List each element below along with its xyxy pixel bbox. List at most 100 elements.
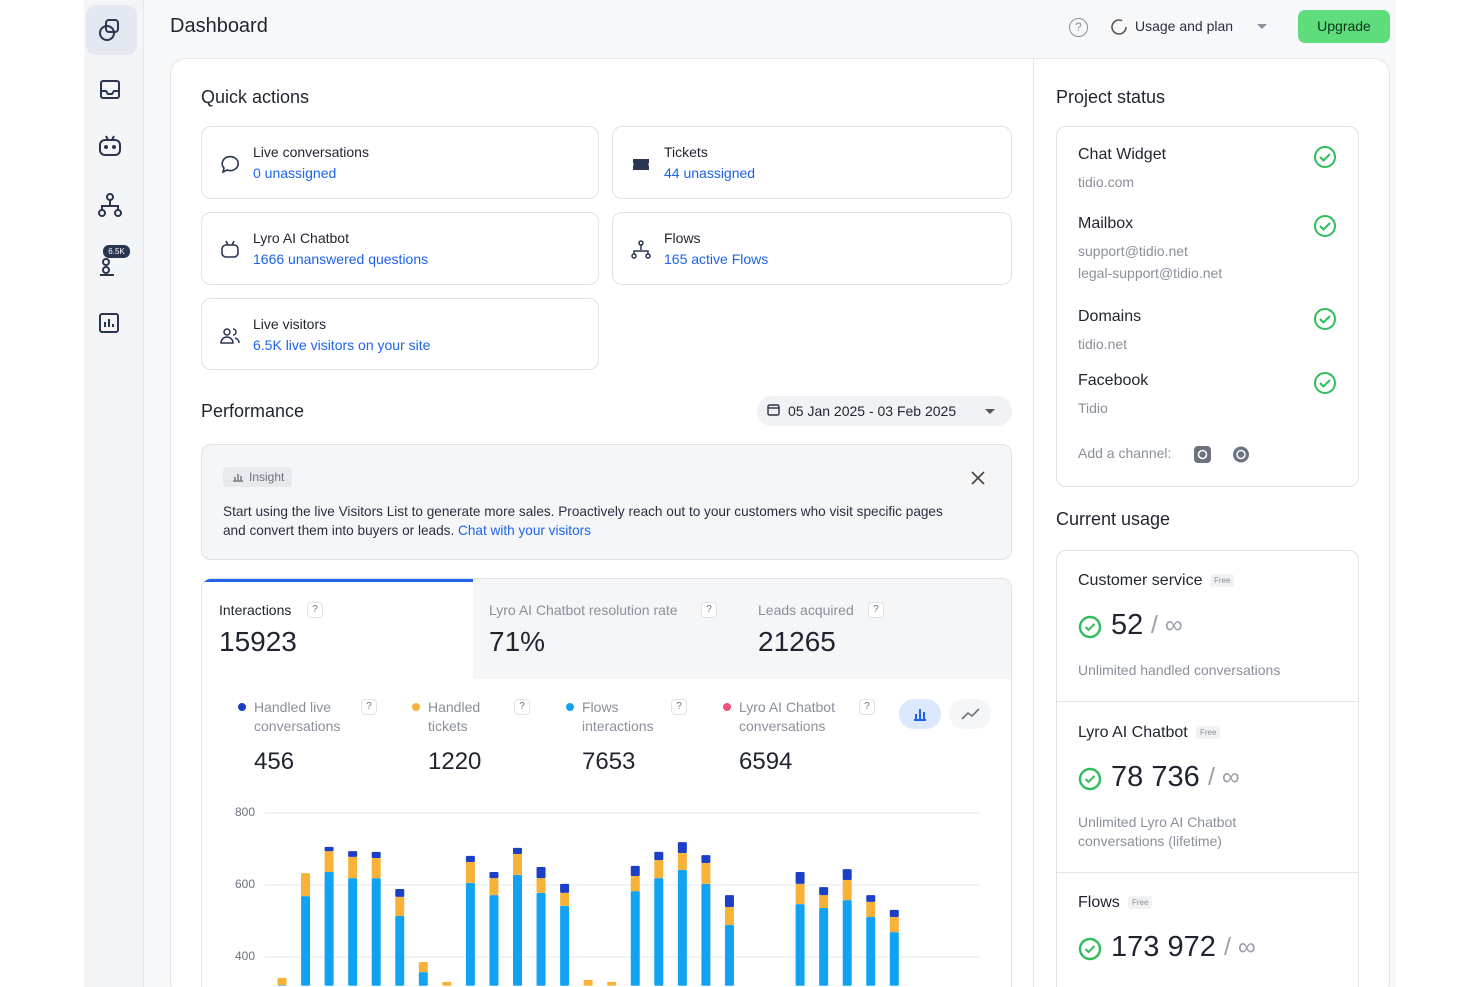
quick-action[interactable]: Live visitors 6.5K live visitors on your…	[201, 298, 599, 370]
free-tag: Free	[1128, 896, 1153, 909]
bar-segment	[324, 846, 334, 852]
legend-label[interactable]: Lyro AI Chatbot conversations	[739, 699, 835, 734]
link[interactable]: 0 unassigned	[253, 165, 337, 181]
status-detail: tidio.com	[1078, 174, 1135, 190]
bar-segment	[513, 874, 522, 986]
channel-icons[interactable]	[1193, 445, 1253, 465]
bar-segment	[277, 985, 287, 986]
y-tick-label: 800	[235, 805, 255, 819]
quick-action[interactable]: Live conversations 0 unassigned	[201, 126, 599, 199]
tab-value: 21265	[758, 626, 836, 657]
bar-segment	[560, 892, 570, 906]
usage-note: Unlimited handled conversations	[1078, 662, 1281, 678]
bar-segment	[583, 980, 593, 986]
bar-segment	[630, 865, 640, 876]
usage-name: Customer service	[1078, 572, 1203, 589]
free-tag: Free	[1196, 726, 1221, 739]
insight-icon	[233, 474, 243, 482]
label: Flows	[664, 230, 701, 246]
nav-active[interactable]	[86, 5, 137, 55]
upgrade-button[interactable]: Upgrade	[1298, 10, 1390, 43]
bar-segment	[795, 904, 805, 986]
quick-action[interactable]: Tickets 44 unassigned	[612, 126, 1012, 199]
section-title: Performance	[201, 401, 305, 421]
help[interactable]: ?	[514, 699, 530, 715]
line-toggle[interactable]	[949, 699, 991, 729]
help[interactable]: ?	[361, 699, 377, 715]
check-icon	[1314, 308, 1336, 330]
bar-segment	[371, 851, 381, 858]
usage-value: 52	[1111, 609, 1144, 641]
legend-total: 456	[254, 748, 295, 775]
bar-segment	[489, 872, 499, 879]
insight-link[interactable]: Chat with your visitors	[458, 523, 591, 538]
bar-segment	[489, 878, 499, 896]
help[interactable]: ?	[701, 602, 717, 618]
bar-segment	[842, 900, 852, 986]
close-button[interactable]	[971, 471, 985, 485]
bar-segment	[465, 855, 475, 862]
link[interactable]: 1666 unanswered questions	[253, 251, 429, 267]
help[interactable]: ?	[868, 602, 884, 618]
help[interactable]: ?	[671, 699, 687, 715]
bar-toggle[interactable]	[899, 699, 941, 729]
help-button[interactable]: ?	[1069, 18, 1088, 37]
caret	[985, 409, 995, 414]
usage-value: 173 972	[1111, 931, 1216, 963]
check-icon	[1314, 215, 1336, 237]
link[interactable]: 165 active Flows	[664, 251, 769, 267]
usage-note: Unlimited Flows visitors reached	[1078, 983, 1318, 987]
bar-segment	[795, 872, 805, 884]
help[interactable]: ?	[859, 699, 875, 715]
bar-segment	[442, 981, 452, 986]
legend-label[interactable]: Handled live conversations	[254, 699, 341, 734]
label: Live visitors	[253, 316, 327, 332]
tab-value: 71%	[489, 626, 546, 657]
bar-segment	[395, 915, 405, 986]
legend-dot	[566, 703, 574, 711]
help[interactable]: ?	[307, 602, 323, 618]
bar-segment	[654, 851, 664, 861]
tab-value: 15923	[219, 626, 297, 657]
usage-card	[1056, 550, 1359, 987]
icon	[631, 240, 651, 259]
add-channel: Add a channel:	[1078, 445, 1172, 461]
y-tick-label: 600	[235, 877, 255, 891]
status-detail: legal-support@tidio.net	[1078, 265, 1223, 281]
bar-segment	[536, 878, 546, 893]
usage-icon	[1111, 19, 1127, 35]
link[interactable]: 6.5K live visitors on your site	[253, 337, 431, 353]
section-title: Project status	[1056, 87, 1166, 107]
status-name: Chat Widget	[1078, 146, 1167, 163]
date-picker[interactable]: 05 Jan 2025 - 03 Feb 2025	[757, 396, 1012, 426]
section-title: Current usage	[1056, 509, 1171, 529]
section-title: Quick actions	[201, 87, 310, 107]
bar-segment	[630, 891, 640, 986]
legend-label[interactable]: Handled tickets	[428, 699, 481, 734]
tab-label[interactable]: Interactions	[219, 602, 292, 618]
check-icon	[1078, 767, 1102, 791]
bar-segment	[277, 977, 287, 986]
usage-menu[interactable]: Usage and plan	[1135, 18, 1234, 34]
text: Start using the live Visitors List to ge…	[223, 504, 943, 538]
quick-action[interactable]: Flows 165 active Flows	[612, 212, 1012, 285]
usage-value: 78 736	[1111, 761, 1200, 793]
tabs-inactive	[473, 579, 1011, 679]
bar-segment	[395, 888, 405, 897]
legend-label[interactable]: Flows interactions	[582, 699, 654, 734]
project-status-card	[1056, 126, 1359, 487]
link[interactable]: 44 unassigned	[664, 165, 756, 181]
bar-segment	[889, 932, 899, 986]
label: Tickets	[664, 144, 708, 160]
bar-segment	[724, 924, 734, 986]
tab-label[interactable]: Leads acquired	[758, 602, 854, 618]
bar-segment	[489, 895, 499, 986]
bar-segment	[677, 869, 687, 986]
sidebar: 6.5K	[84, 0, 144, 987]
tab-label[interactable]: Lyro AI Chatbot resolution rate	[489, 602, 678, 618]
check-icon	[1078, 937, 1102, 961]
bar-segment	[348, 851, 358, 857]
quick-action[interactable]: Lyro AI Chatbot 1666 unanswered question…	[201, 212, 599, 285]
